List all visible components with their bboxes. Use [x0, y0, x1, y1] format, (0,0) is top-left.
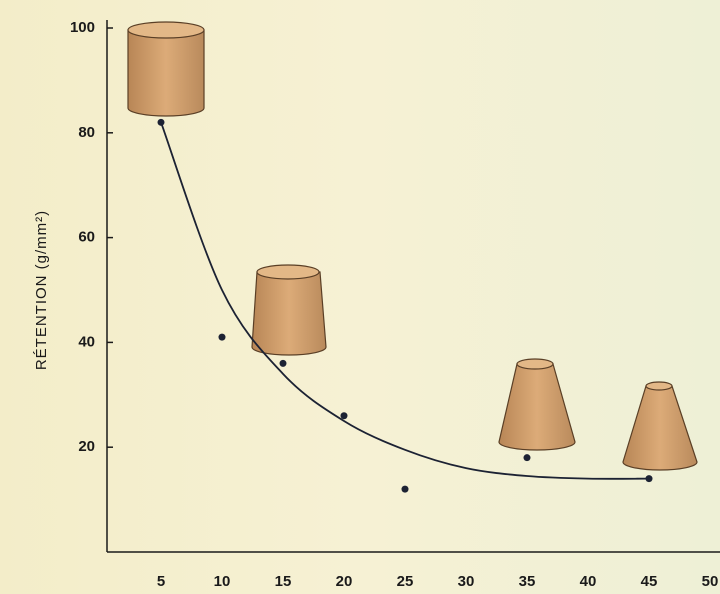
- cork-top: [646, 382, 672, 390]
- data-point: [402, 486, 409, 493]
- cork-top: [257, 265, 319, 279]
- y-axis-title: RÉTENTION (g/mm²): [33, 210, 50, 370]
- background: [0, 0, 720, 594]
- cork-icon: [252, 272, 326, 355]
- data-point: [280, 360, 287, 367]
- x-tick-label: 40: [580, 573, 597, 590]
- x-tick-label: 5: [157, 573, 165, 590]
- cork-top: [128, 22, 204, 38]
- x-tick-label: 10: [214, 573, 231, 590]
- y-tick-label: 60: [78, 229, 95, 246]
- data-point: [524, 454, 531, 461]
- data-point: [646, 475, 653, 482]
- y-tick-label: 80: [78, 124, 95, 141]
- data-point: [158, 119, 165, 126]
- x-tick-label: 30: [458, 573, 475, 590]
- data-point: [341, 412, 348, 419]
- cork-icon: [128, 30, 204, 116]
- data-point: [219, 334, 226, 341]
- x-tick-label: 20: [336, 573, 353, 590]
- y-tick-label: 100: [70, 19, 95, 36]
- x-tick-label: 45: [641, 573, 658, 590]
- cork-top: [517, 359, 553, 369]
- x-tick-label: 25: [397, 573, 414, 590]
- y-tick-label: 20: [78, 438, 95, 455]
- x-tick-label: 35: [519, 573, 536, 590]
- chart: RÉTENTION (g/mm²) 20 40 60 80 100 5 10 15 20 25 30…: [0, 0, 720, 594]
- x-tick-label: 50: [702, 573, 719, 590]
- x-tick-label: 15: [275, 573, 292, 590]
- y-tick-label: 40: [78, 333, 95, 350]
